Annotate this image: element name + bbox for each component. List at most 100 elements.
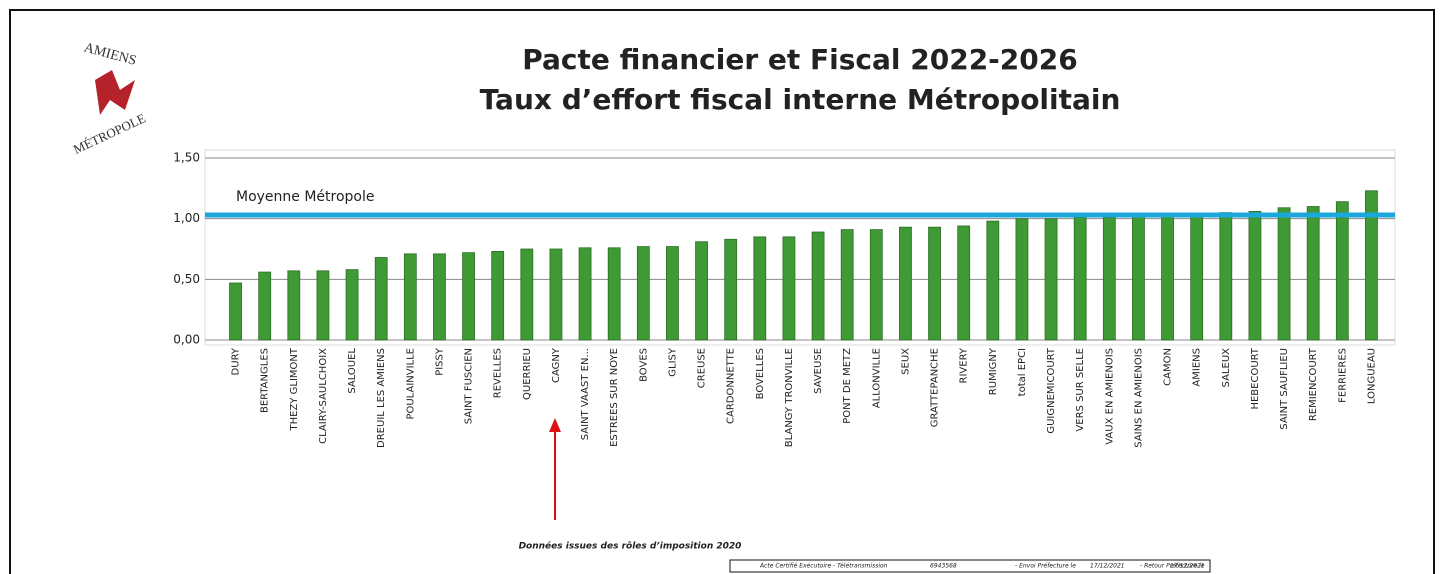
x-tick-label: REVELLES bbox=[493, 348, 504, 398]
x-tick-label: VAUX EN AMIENOIS bbox=[1104, 348, 1115, 445]
bar bbox=[1365, 190, 1378, 341]
bar bbox=[578, 247, 592, 341]
x-tick-label: QUERRIEU bbox=[522, 348, 533, 400]
bar bbox=[403, 253, 417, 341]
x-tick-label: GUIGNEMICOURT bbox=[1046, 347, 1057, 434]
stamp-text: 6943568 bbox=[930, 563, 957, 570]
chart-subtitle: Taux d’effort fiscal interne Métropolita… bbox=[480, 83, 1121, 116]
bar bbox=[607, 247, 621, 341]
bar bbox=[1190, 213, 1204, 341]
bar bbox=[724, 238, 738, 341]
plot-area bbox=[204, 149, 1396, 346]
bar bbox=[1248, 210, 1262, 341]
x-tick-label: total EPCI bbox=[1017, 348, 1028, 396]
x-tick-label: RIVERY bbox=[959, 347, 970, 383]
stamp-text: 17/12/2021 bbox=[1170, 563, 1205, 570]
x-tick-label: RUMIGNY bbox=[988, 347, 999, 395]
x-tick-label: HEBECOURT bbox=[1250, 347, 1261, 409]
x-tick-label: BOVELLES bbox=[755, 348, 766, 399]
x-tick-label: BERTANGLES bbox=[260, 348, 271, 413]
bar bbox=[1044, 218, 1058, 341]
bar bbox=[1132, 215, 1145, 341]
x-tick-label: SAINS EN AMIENOIS bbox=[1133, 348, 1144, 448]
x-tick-label: SAINT SAUFLIEU bbox=[1279, 348, 1290, 430]
x-tick-label: BOVES bbox=[638, 348, 649, 382]
x-tick-label: BLANGY TRONVILLE bbox=[784, 348, 795, 447]
bar bbox=[1073, 217, 1087, 341]
bar bbox=[811, 231, 825, 341]
bar bbox=[840, 229, 854, 341]
bar bbox=[1335, 201, 1349, 341]
x-tick-label: PISSY bbox=[434, 347, 445, 376]
stamp-text: 17/12/2021 bbox=[1090, 563, 1125, 570]
x-tick-label: SEUX bbox=[900, 348, 911, 375]
stamp-box bbox=[729, 559, 1211, 573]
x-tick-label: CLAIRY-SAULCHOIX bbox=[318, 348, 329, 444]
bar bbox=[899, 226, 912, 341]
x-tick-label: FERRIERES bbox=[1337, 348, 1348, 403]
bar bbox=[928, 226, 941, 341]
x-tick-label: THEZY GLIMONT bbox=[289, 347, 300, 431]
y-tick-label: 0,00 bbox=[173, 333, 200, 347]
bar bbox=[986, 220, 1000, 341]
x-tick-label: CAMON bbox=[1163, 348, 1174, 386]
bar bbox=[636, 246, 650, 341]
bar bbox=[316, 270, 330, 341]
x-tick-label: CAGNY bbox=[551, 347, 562, 383]
y-tick-label: 1,00 bbox=[173, 211, 200, 225]
bar bbox=[753, 236, 767, 341]
bar bbox=[258, 271, 272, 341]
reference-label: Moyenne Métropole bbox=[236, 189, 375, 205]
bar bbox=[1277, 207, 1291, 341]
x-tick-label: REMIENCOURT bbox=[1308, 347, 1319, 421]
stamp-text: - Envoi Préfecture le bbox=[1015, 563, 1076, 570]
x-tick-label: SAINT VAAST EN... bbox=[580, 348, 591, 440]
chart-title: Pacte financier et Fiscal 2022-2026 bbox=[522, 43, 1077, 76]
bar bbox=[491, 251, 505, 341]
bar bbox=[957, 225, 971, 341]
bar bbox=[869, 229, 883, 341]
x-tick-label: SALEUX bbox=[1221, 348, 1232, 388]
bar bbox=[433, 253, 446, 341]
x-tick-label: ALLONVILLE bbox=[871, 348, 882, 408]
x-tick-label: LONGUEAU bbox=[1366, 348, 1377, 404]
bar bbox=[229, 282, 242, 341]
bar bbox=[549, 248, 563, 341]
stamp-text: - Retour Préfecture le bbox=[1140, 563, 1205, 570]
bar bbox=[695, 241, 708, 341]
source: Données issues des rôles d’imposition 20… bbox=[519, 541, 742, 552]
logo-icon bbox=[95, 70, 135, 115]
bar bbox=[782, 236, 796, 341]
x-tick-label: GRATTEPANCHE bbox=[930, 348, 941, 427]
x-tick-label: DURY bbox=[231, 347, 242, 375]
bar bbox=[1015, 218, 1029, 341]
x-tick-label: SALOUEL bbox=[347, 348, 358, 394]
arrow-head bbox=[549, 418, 561, 432]
stamp-text: Acte Certifié Exécutoire - Télétransmiss… bbox=[759, 563, 888, 570]
bar bbox=[666, 246, 679, 341]
x-tick-label: PONT DE METZ bbox=[842, 348, 853, 424]
bar bbox=[1102, 217, 1116, 341]
x-tick-label: POULAINVILLE bbox=[405, 348, 416, 420]
x-tick-label: CREUSE bbox=[697, 348, 708, 388]
y-tick-label: 1,50 bbox=[173, 151, 200, 165]
bar bbox=[374, 257, 388, 341]
x-tick-label: GLISY bbox=[667, 347, 678, 377]
y-tick-label: 0,50 bbox=[173, 272, 200, 286]
x-tick-label: DREUIL LES AMIENS bbox=[376, 348, 387, 448]
x-tick-label: SAVEUSE bbox=[813, 348, 824, 394]
bar bbox=[287, 270, 301, 341]
x-tick-label: VERS SUR SELLE bbox=[1075, 348, 1086, 432]
bar bbox=[345, 269, 359, 341]
bar bbox=[520, 248, 534, 341]
bar bbox=[1306, 206, 1320, 341]
x-tick-label: CARDONNETTE bbox=[726, 348, 737, 424]
x-tick-label: ESTREES SUR NOYE bbox=[609, 348, 620, 447]
x-tick-label: SAINT FUSCIEN bbox=[464, 348, 475, 424]
bar bbox=[1219, 212, 1233, 341]
x-tick-label: AMIENS bbox=[1192, 348, 1203, 387]
bar bbox=[462, 252, 475, 341]
bar bbox=[1161, 215, 1174, 341]
